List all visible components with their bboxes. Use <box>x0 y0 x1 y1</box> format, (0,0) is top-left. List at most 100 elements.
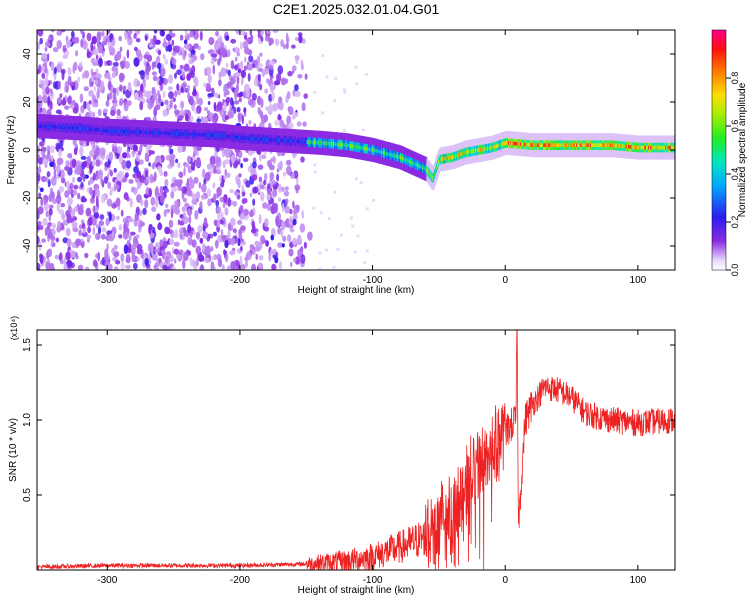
noise-speck <box>160 30 165 37</box>
ridge-core <box>617 143 620 148</box>
noise-speck <box>99 147 106 156</box>
noise-speck <box>131 253 136 263</box>
noise-speck <box>44 227 48 237</box>
noise-speck <box>224 115 229 120</box>
noise-speck <box>75 50 79 57</box>
noise-speck <box>48 231 53 239</box>
noise-speck <box>132 144 138 152</box>
colorbar-gradient <box>711 29 727 271</box>
noise-speck <box>41 175 47 183</box>
noise-speck <box>83 100 87 110</box>
ridge-core <box>274 138 277 142</box>
noise-speck <box>254 77 259 87</box>
noise-speck <box>333 99 337 103</box>
noise-speck <box>210 246 214 252</box>
noise-speck <box>37 211 40 220</box>
noise-speck <box>181 252 184 262</box>
noise-speck <box>109 34 114 41</box>
noise-speck <box>49 204 54 209</box>
bottom-x-ticks: -300 -200 -100 0 100 <box>97 330 647 586</box>
noise-speck <box>71 158 77 168</box>
noise-speck <box>66 259 73 269</box>
noise-speck <box>118 35 122 42</box>
noise-speck <box>60 68 66 75</box>
noise-speck <box>340 233 344 237</box>
noise-speck <box>248 119 252 126</box>
ridge-core <box>610 143 612 148</box>
noise-speck <box>70 250 76 258</box>
ridge-core <box>312 140 315 145</box>
noise-speck <box>240 245 243 252</box>
noise-speck <box>162 90 166 99</box>
noise-speck <box>110 109 116 117</box>
ridge-core <box>167 131 170 136</box>
noise-speck <box>169 148 174 155</box>
ridge-core <box>263 137 265 142</box>
ridge-core <box>585 143 588 148</box>
ridge-core <box>107 128 109 133</box>
noise-speck <box>264 35 270 42</box>
noise-speck <box>65 85 69 93</box>
noise-speck <box>155 39 161 45</box>
noise-speck <box>38 94 42 102</box>
noise-speck <box>187 224 192 234</box>
noise-speck <box>208 37 215 45</box>
noise-speck <box>244 35 248 40</box>
ridge-core <box>102 128 105 133</box>
ridge-core <box>424 166 427 171</box>
noise-speck <box>229 189 235 194</box>
ridge-core <box>216 133 219 138</box>
noise-speck <box>112 62 119 67</box>
noise-speck <box>270 204 277 215</box>
ridge-core <box>431 176 434 180</box>
noise-speck <box>187 92 191 100</box>
noise-speck <box>90 41 94 51</box>
ridge-core <box>224 134 227 139</box>
noise-speck <box>59 139 64 148</box>
noise-speck <box>227 197 231 208</box>
noise-speck <box>50 176 57 186</box>
noise-speck <box>93 212 100 219</box>
x-tick-label: -200 <box>230 575 250 586</box>
noise-speck <box>128 179 134 184</box>
noise-speck <box>300 246 304 253</box>
noise-speck <box>71 85 75 91</box>
noise-speck <box>206 163 212 170</box>
noise-speck <box>145 35 148 41</box>
ridge-core <box>603 143 606 148</box>
ridge-core <box>37 124 39 128</box>
noise-speck <box>292 111 299 118</box>
noise-speck <box>207 93 214 98</box>
noise-speck <box>241 76 244 86</box>
noise-speck <box>206 188 212 198</box>
ridge-core <box>66 125 69 130</box>
noise-speck <box>189 190 193 197</box>
noise-speck <box>334 77 338 81</box>
noise-speck <box>169 99 173 109</box>
noise-speck <box>135 234 140 239</box>
noise-speck <box>285 186 289 191</box>
ridge-core <box>299 139 302 144</box>
ridge-core <box>469 149 472 154</box>
noise-speck <box>93 48 99 56</box>
noise-speck <box>80 241 85 248</box>
ridge-core <box>287 138 290 143</box>
ridge-core <box>538 143 541 148</box>
noise-speck <box>135 38 141 43</box>
noise-speck <box>37 220 42 227</box>
ridge-core <box>47 124 50 129</box>
noise-speck <box>77 264 84 270</box>
noise-speck <box>46 53 50 62</box>
noise-speck <box>199 201 203 211</box>
noise-speck <box>343 129 346 132</box>
noise-speck <box>197 225 203 233</box>
noise-speck <box>234 64 238 71</box>
ridge-core <box>211 133 213 138</box>
noise-speck <box>260 264 264 270</box>
ridge-core <box>594 143 597 148</box>
noise-speck <box>264 88 269 94</box>
noise-speck <box>332 265 336 269</box>
noise-speck <box>172 97 176 103</box>
noise-speck <box>173 248 180 255</box>
ridge-core <box>118 129 121 134</box>
